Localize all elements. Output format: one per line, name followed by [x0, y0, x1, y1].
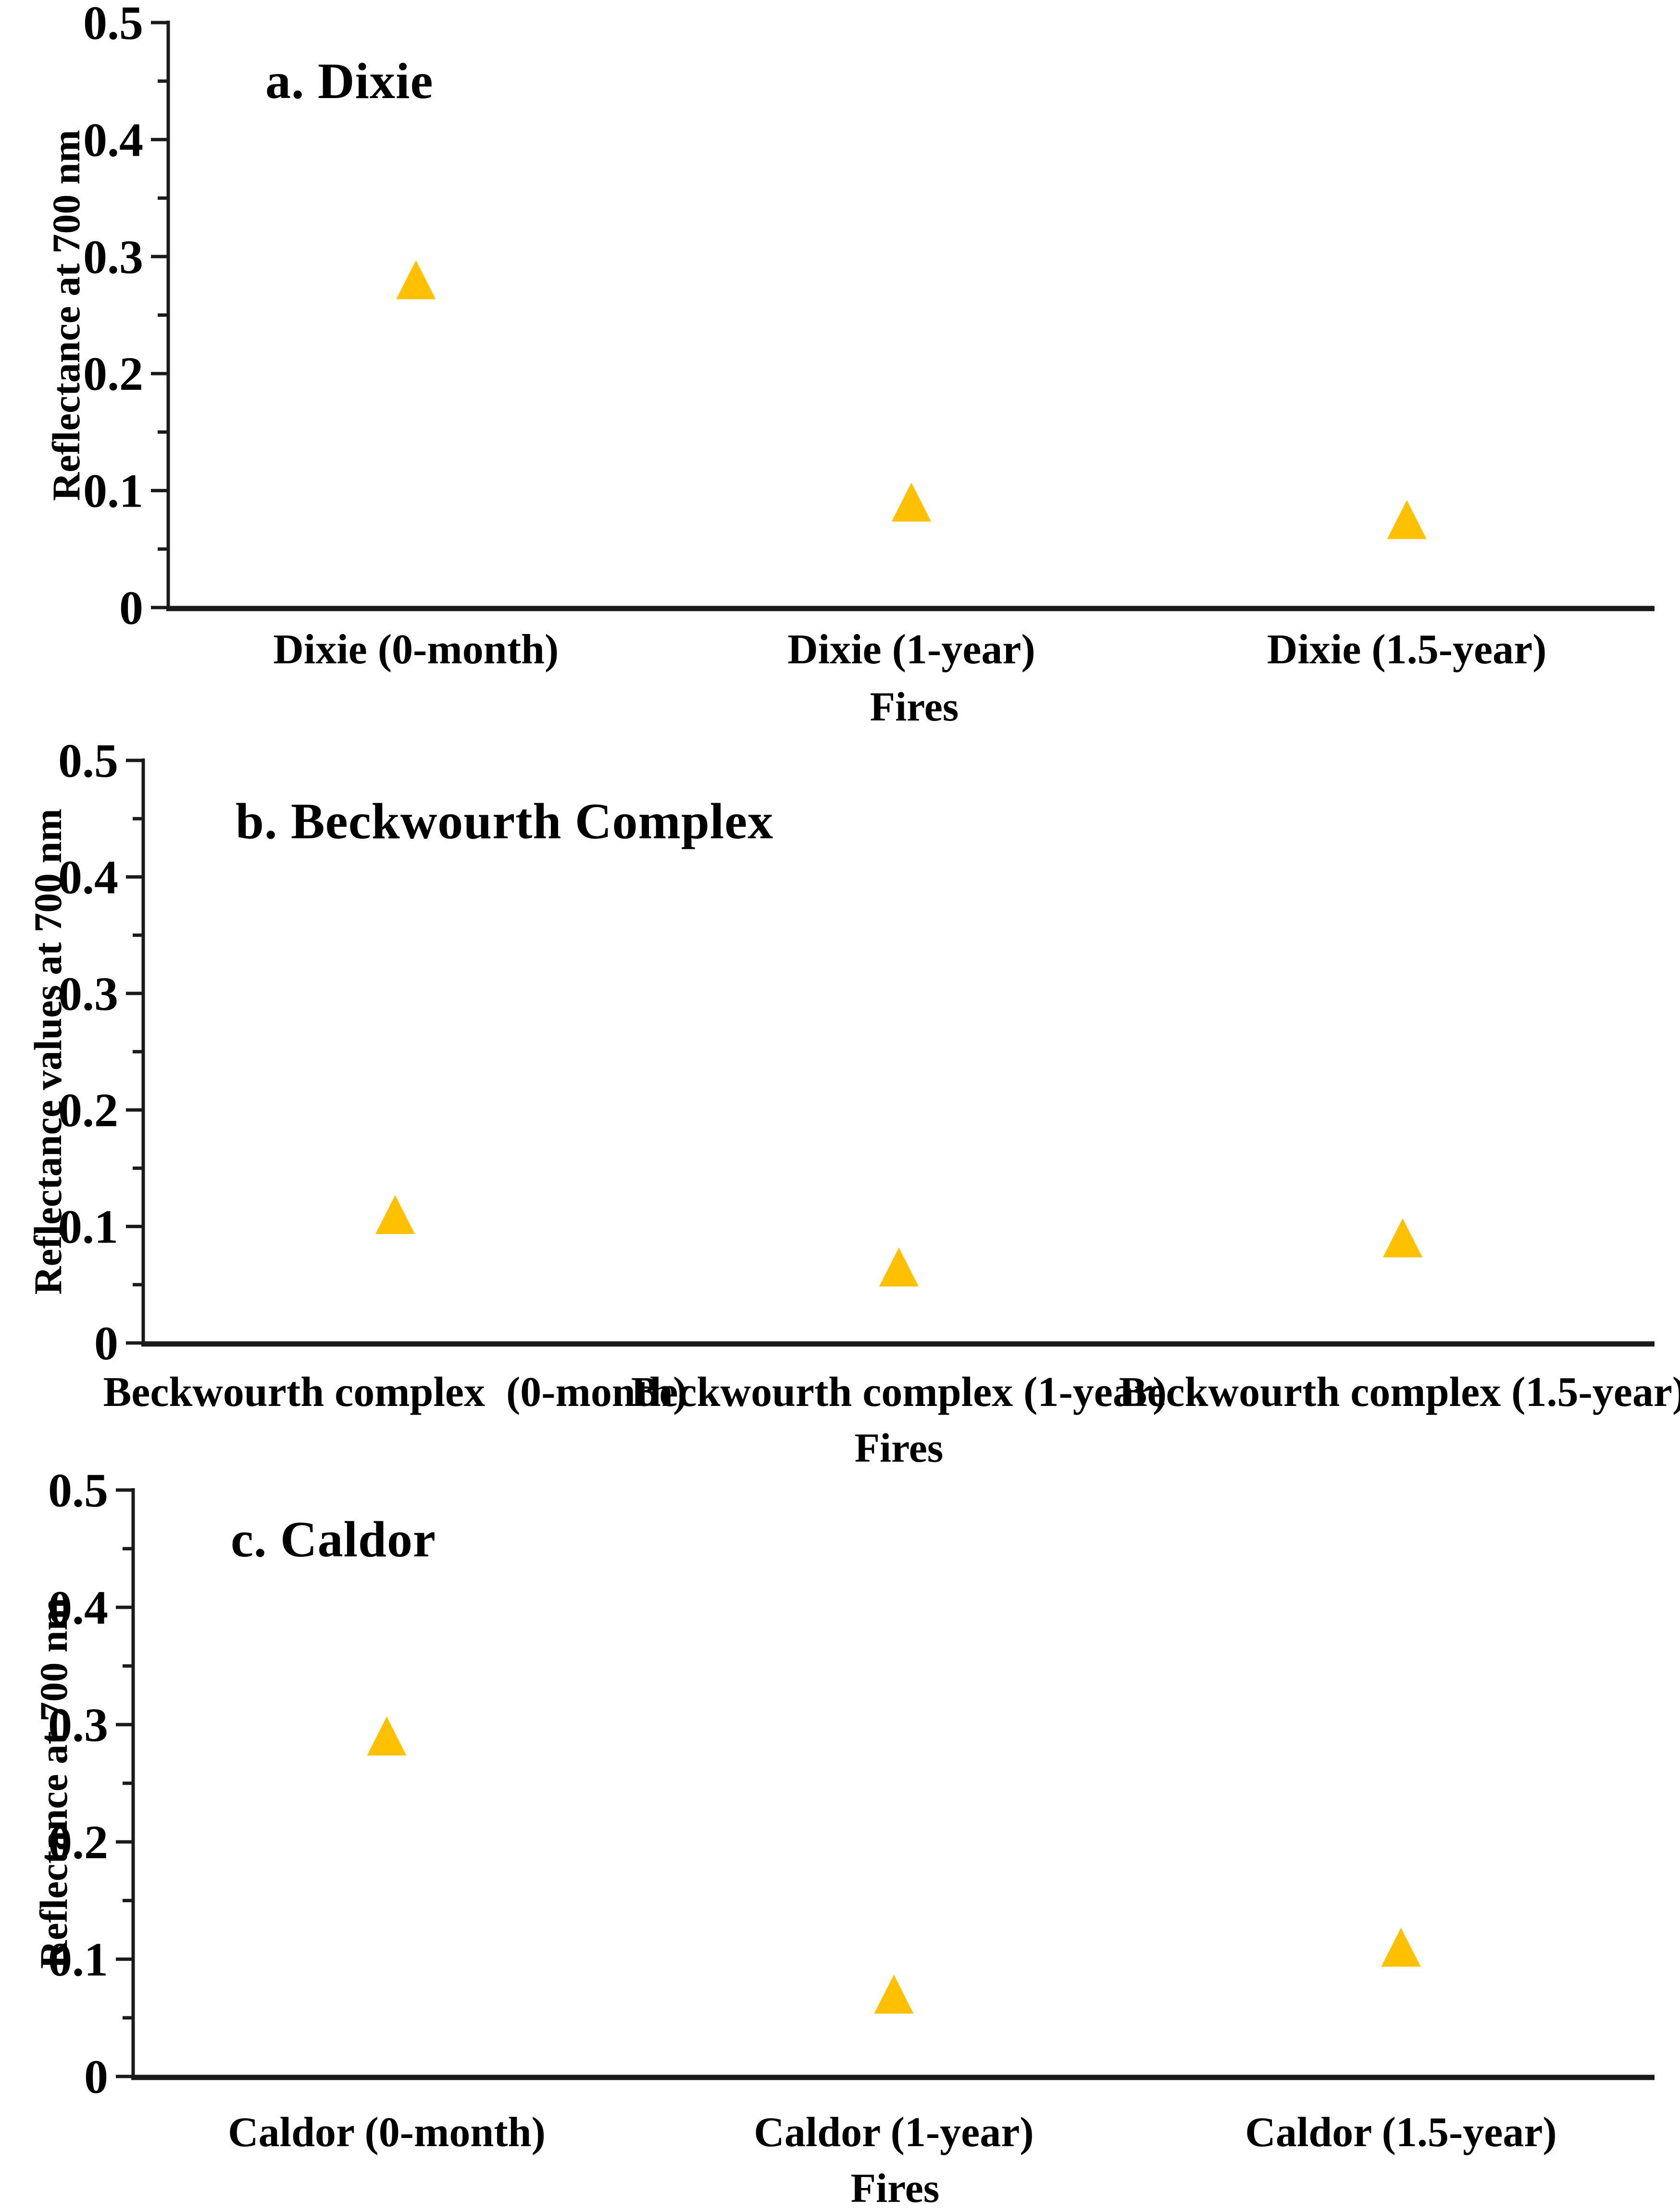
y-tick-label: 0.4 — [83, 113, 143, 166]
y-tick-label: 0.1 — [48, 1933, 108, 1986]
data-point-marker — [375, 1195, 415, 1234]
category-label: Caldor (1-year) — [754, 2109, 1033, 2156]
y-tick-label: 0.2 — [83, 347, 143, 400]
data-point-marker — [1387, 500, 1427, 539]
panel-c-title: c. Caldor — [231, 1511, 436, 1567]
panel-b-plot: 0 0.1 0.2 0.3 0.4 0.5 Beckwourth complex (0-mo… — [58, 734, 1680, 1416]
y-tick-label: 0 — [94, 1317, 118, 1370]
panel-b-x-axis-title: Fires — [854, 1425, 944, 1471]
category-label: Beckwourth complex (0-month) — [103, 1369, 687, 1416]
category-label: Caldor (1.5-year) — [1245, 2109, 1556, 2156]
panel-c-plot: 0 0.1 0.2 0.3 0.4 0.5 Caldor (0-month) Caldor (… — [48, 1464, 1655, 2156]
category-label: Dixie (1.5-year) — [1267, 626, 1547, 673]
y-tick-label: 0.4 — [48, 1581, 108, 1634]
panel-a-plot: 0 0.1 0.2 0.3 0.4 0.5 Dixie (0-month) Dixie (1-… — [83, 0, 1655, 673]
data-point-marker — [879, 1247, 919, 1287]
data-point-marker — [1381, 1927, 1421, 1967]
y-tick-label: 0 — [119, 581, 143, 634]
y-tick-label: 0.3 — [48, 1698, 108, 1752]
data-point-marker — [396, 260, 436, 299]
y-tick-label: 0.3 — [58, 967, 118, 1020]
data-point-marker — [874, 1975, 914, 2014]
data-point-marker — [892, 482, 931, 522]
data-point-marker — [1383, 1218, 1422, 1257]
y-tick-label: 0.2 — [58, 1083, 118, 1137]
panel-a-title: a. Dixie — [265, 53, 434, 109]
panel-b-y-axis-title: Reflectance values at 700 nm — [26, 808, 70, 1295]
y-tick-label: 0.5 — [48, 1464, 108, 1517]
y-tick-label: 0.5 — [58, 734, 118, 787]
panel-a-x-axis-title: Fires — [870, 683, 959, 730]
y-tick-label: 0.4 — [58, 850, 118, 904]
category-label: Beckwourth complex (1-year) — [631, 1369, 1167, 1416]
panel-c-y-axis-title: Reflectance at 700 nm — [32, 1598, 75, 1969]
data-point-marker — [367, 1716, 407, 1756]
panel-a-y-axis-title: Reflectance at 700 nm — [44, 130, 88, 501]
category-label: Beckwourth complex (1.5-year) — [1119, 1369, 1680, 1416]
y-tick-label: 0 — [84, 2050, 108, 2103]
category-label: Caldor (0-month) — [228, 2109, 546, 2156]
category-label: Dixie (1-year) — [787, 626, 1035, 673]
y-tick-label: 0.3 — [83, 230, 143, 284]
category-label: Dixie (0-month) — [273, 626, 559, 673]
y-tick-label: 0.5 — [83, 0, 143, 50]
y-tick-label: 0.1 — [58, 1200, 118, 1254]
y-tick-label: 0.1 — [83, 464, 143, 518]
y-tick-label: 0.2 — [48, 1815, 108, 1869]
panel-c-x-axis-title: Fires — [850, 2165, 940, 2211]
panel-b-title: b. Beckwourth Complex — [236, 793, 774, 849]
